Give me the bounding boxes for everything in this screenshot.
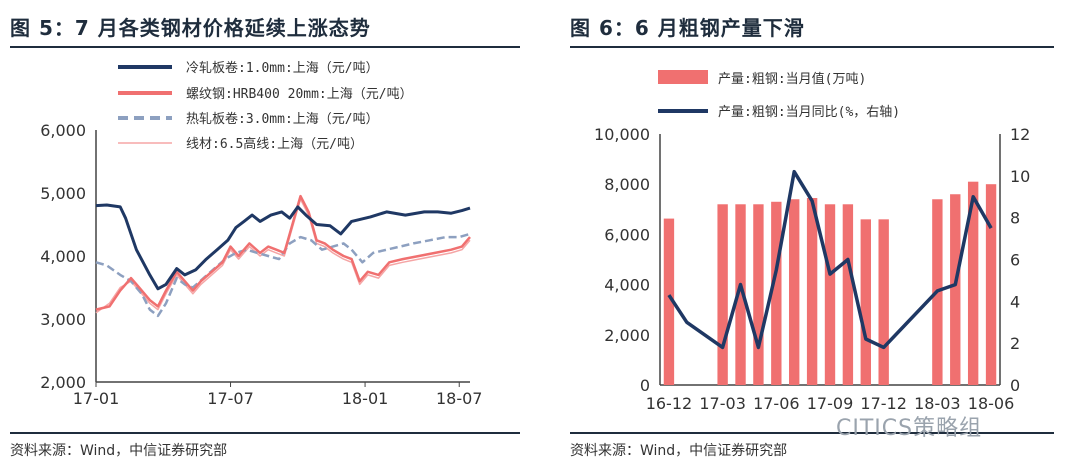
bar-output [860, 219, 871, 385]
right-y-tick-label: 4 [1010, 292, 1020, 311]
yoy-line [667, 169, 993, 350]
right-y-tick-label: 10 [1010, 167, 1030, 186]
bar-output [824, 204, 836, 385]
figure-6-panel: 图 6：6 月粗钢产量下滑 0 2,000 4,000 6,000 8,000 10,00… [560, 0, 1076, 476]
bar-output [663, 218, 675, 385]
legend-label-line: 产量:粗钢:当月同比(%，右轴) [718, 105, 900, 120]
legend-label: 冷轧板卷:1.0mm:上海（元/吨） [186, 60, 379, 76]
x-tick-label: 18-07 [436, 389, 483, 408]
bar-output [806, 198, 818, 385]
x-tick-label: 17-03 [699, 394, 746, 413]
bar-output [753, 204, 764, 385]
left-y-tick-label: 6,000 [604, 225, 650, 244]
bar-output [735, 204, 746, 385]
legend-label: 线材:6.5高线:上海（元/吨） [186, 136, 363, 152]
left-y-tick-label: 4,000 [604, 276, 650, 295]
watermark-text: CITICS策略组 [836, 416, 983, 441]
figure-6-bottom-rule [570, 432, 1054, 434]
bar-output [842, 204, 854, 385]
legend-label-bar: 产量:粗钢:当月值(万吨) [718, 71, 866, 87]
bar-output [717, 204, 728, 385]
bar-output [985, 184, 997, 385]
figure-5-chart: 2,000 3,000 4,000 5,000 6,000 17-01 17-07 18-01… [40, 60, 483, 408]
series-line [95, 194, 471, 311]
y-tick-label: 5,000 [40, 184, 86, 203]
x-tick-label: 17-01 [73, 389, 120, 408]
bar-output [878, 219, 889, 385]
x-tick-label: 17-09 [807, 394, 854, 413]
figure-6-chart: 0 2,000 4,000 6,000 8,000 10,000 0 2 4 6 8 10 12 16-1… [594, 70, 1030, 413]
right-y-tick-label: 2 [1010, 334, 1020, 353]
figure-6-source: 资料来源：Wind，中信证券研究部 [570, 443, 788, 459]
x-tick-label: 17-06 [753, 394, 800, 413]
figure-6-top-rule [570, 46, 1054, 48]
right-y-tick-label: 6 [1010, 251, 1020, 270]
series-line [95, 203, 471, 291]
y-tick-label: 6,000 [40, 121, 86, 140]
figure-5-top-rule [10, 46, 520, 48]
right-y-tick-label: 8 [1010, 209, 1020, 228]
y-tick-label: 2,000 [40, 373, 86, 392]
right-y-tick-label: 12 [1010, 125, 1030, 144]
figure-6-title: 图 6：6 月粗钢产量下滑 [570, 16, 805, 40]
right-y-tick-label: 0 [1010, 376, 1020, 395]
figure-5-panel: 图 5：7 月各类钢材价格延续上涨态势 2,000 3,000 4,000 5,000… [10, 16, 520, 459]
bar-output [771, 201, 782, 385]
y-tick-label: 4,000 [40, 247, 86, 266]
figure-5-title: 图 5：7 月各类钢材价格延续上涨态势 [10, 16, 371, 40]
x-tick-label: 18-06 [968, 394, 1015, 413]
legend-label: 螺纹钢:HRB400 20mm:上海（元/吨） [186, 87, 413, 102]
bar-output [967, 181, 979, 385]
series-line [95, 232, 471, 318]
x-tick-label: 17-12 [860, 394, 907, 413]
x-tick-label: 18-01 [342, 389, 389, 408]
figure-5-bottom-rule [10, 432, 520, 434]
left-y-tick-label: 2,000 [604, 326, 650, 345]
legend-swatch-bar [658, 70, 708, 84]
y-tick-label: 3,000 [40, 310, 86, 329]
legend-label: 热轧板卷:3.0mm:上海（元/吨） [186, 111, 379, 127]
left-y-tick-label: 10,000 [594, 125, 650, 144]
bar-output [789, 199, 800, 385]
x-tick-label: 18-03 [914, 394, 961, 413]
figure-5-source: 资料来源：Wind，中信证券研究部 [10, 443, 228, 459]
x-tick-label: 17-07 [207, 389, 254, 408]
bar-output [950, 194, 961, 385]
left-y-tick-label: 8,000 [604, 175, 650, 194]
x-tick-label: 16-12 [646, 394, 693, 413]
left-y-tick-label: 0 [640, 376, 650, 395]
series-line [95, 198, 471, 314]
